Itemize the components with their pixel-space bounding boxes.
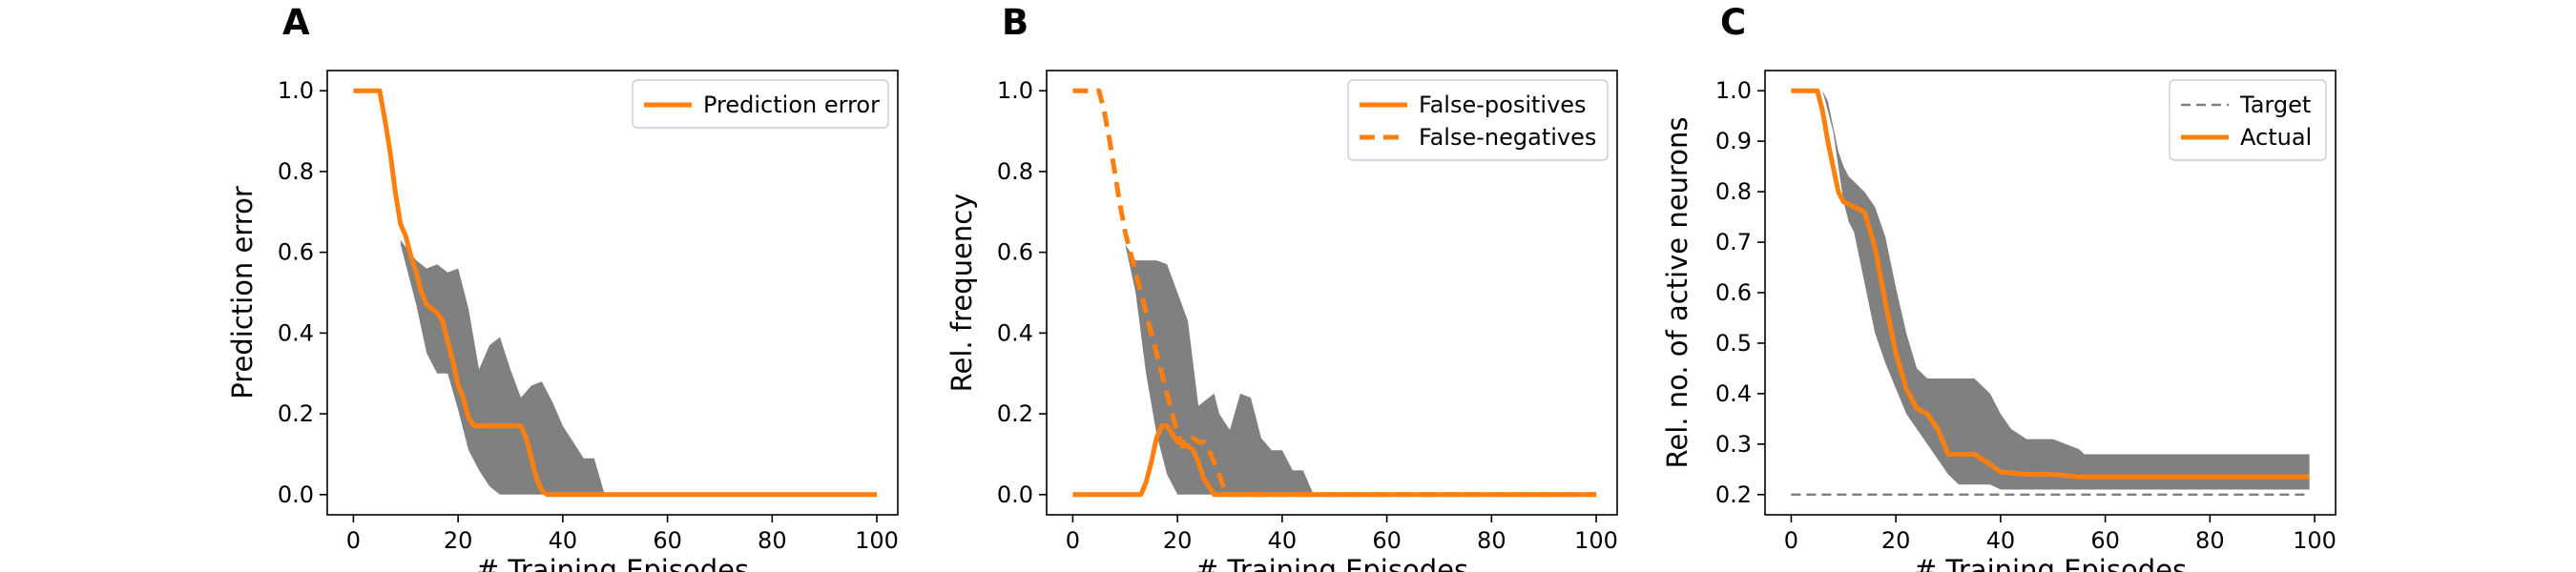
panel-c-frame bbox=[1764, 70, 2337, 516]
panel-a-series-prediction-error bbox=[353, 88, 878, 498]
panel-b-xtick-label: 100 bbox=[1574, 527, 1618, 554]
panel-letter-c: C bbox=[1720, 2, 1746, 43]
panel-a-xtick-label: 40 bbox=[549, 527, 578, 554]
panel-b-xtick-label: 60 bbox=[1372, 527, 1402, 554]
panel-a-legend-box bbox=[632, 79, 889, 129]
panel-a-ytick-label: 0.0 bbox=[278, 481, 314, 508]
panel-a-ytick-label: 0.8 bbox=[278, 158, 314, 185]
panel-c-ylabel: Rel. no. of active neurons bbox=[1661, 117, 1693, 469]
panel-b-xtick-label: 20 bbox=[1163, 527, 1193, 554]
panel-a-legend-label-prediction-error: Prediction error bbox=[703, 92, 880, 118]
panel-a-xlabel: # Training Episodes bbox=[476, 554, 749, 572]
panel-a: A 0 20 40 60 80 100 0.0 0.2 0.4 0.6 0.8 1.0 Predict… bbox=[226, 2, 899, 572]
panel-c-variance-band bbox=[1822, 91, 2310, 490]
panel-b-series-false-positives bbox=[1072, 423, 1597, 498]
panel-a-legend: Prediction error bbox=[632, 79, 889, 129]
panel-b-legend: False-positives False-negatives bbox=[1347, 79, 1609, 161]
panel-b-xtick-label: 0 bbox=[1066, 527, 1080, 554]
panel-a-ylabel: Prediction error bbox=[226, 186, 259, 399]
panel-a-xtick-label: 80 bbox=[758, 527, 787, 554]
panel-b-lines bbox=[1072, 88, 1597, 498]
panel-b-ytick-label: 0.4 bbox=[997, 319, 1033, 346]
panel-b-legend-box bbox=[1347, 79, 1609, 161]
panel-c-xtick-label: 0 bbox=[1784, 527, 1798, 554]
panel-b-xlabel: # Training Episodes bbox=[1195, 554, 1468, 572]
panel-c-series-actual bbox=[1791, 88, 2310, 480]
panel-b-xtick-label: 40 bbox=[1268, 527, 1298, 554]
panel-a-xtick-label: 100 bbox=[855, 527, 899, 554]
panel-a-ytick-label: 0.2 bbox=[278, 400, 314, 427]
panel-a-ticks: 0 20 40 60 80 100 0.0 0.2 0.4 0.6 0.8 1.0 bbox=[278, 77, 899, 554]
panel-c-ytick-label: 0.8 bbox=[1715, 178, 1752, 205]
panel-a-frame bbox=[326, 70, 899, 516]
panel-c-xlabel: # Training Episodes bbox=[1914, 554, 2187, 572]
panel-c-xtick-label: 40 bbox=[1986, 527, 2016, 554]
panel-c-lines bbox=[1791, 88, 2310, 496]
panel-b-legend-label-false-negatives: False-negatives bbox=[1419, 124, 1596, 151]
panel-b-ytick-label: 1.0 bbox=[997, 77, 1033, 104]
panel-b-ytick-label: 0.0 bbox=[997, 481, 1033, 508]
panel-b-ticks: 0 20 40 60 80 100 0.0 0.2 0.4 0.6 0.8 1.0 bbox=[997, 77, 1618, 554]
panel-a-xtick-label: 20 bbox=[444, 527, 473, 554]
panel-c-legend-label-actual: Actual bbox=[2240, 124, 2312, 151]
panel-c-ytick-label: 0.2 bbox=[1715, 481, 1752, 508]
panel-c: C 0 20 40 60 80 100 0.2 0.3 0.4 0.5 0.6 0.7 0.8 0.9 1.… bbox=[1661, 2, 2337, 572]
panel-c-ytick-label: 0.3 bbox=[1715, 431, 1752, 458]
panel-b-ytick-label: 0.2 bbox=[997, 400, 1033, 427]
panel-c-xtick-label: 80 bbox=[2195, 527, 2225, 554]
panel-a-xtick-label: 60 bbox=[653, 527, 682, 554]
panel-a-ytick-label: 0.6 bbox=[278, 239, 314, 266]
panel-a-band bbox=[400, 239, 605, 495]
panel-c-xtick-label: 100 bbox=[2293, 527, 2337, 554]
panel-c-xtick-label: 60 bbox=[2090, 527, 2120, 554]
panel-a-ytick-label: 0.4 bbox=[278, 319, 314, 346]
panel-a-ytick-label: 1.0 bbox=[278, 77, 314, 104]
panel-c-ytick-label: 0.5 bbox=[1715, 330, 1752, 357]
panel-b-ytick-label: 0.8 bbox=[997, 158, 1033, 185]
panel-a-lines bbox=[353, 88, 878, 498]
panel-c-legend-label-target: Target bbox=[2239, 92, 2311, 118]
panel-b: B 0 20 40 60 80 100 0.0 0.2 0.4 0.6 0.8 1.0 False-p… bbox=[945, 2, 1618, 572]
panel-c-ytick-label: 0.6 bbox=[1715, 279, 1752, 306]
panel-a-xtick-label: 0 bbox=[346, 527, 361, 554]
panel-b-xtick-label: 80 bbox=[1477, 527, 1506, 554]
panel-c-xtick-label: 20 bbox=[1881, 527, 1911, 554]
panel-a-variance-band bbox=[400, 239, 605, 495]
panel-c-ytick-label: 1.0 bbox=[1715, 77, 1752, 104]
panel-c-ytick-label: 0.4 bbox=[1715, 380, 1752, 407]
panel-b-ytick-label: 0.6 bbox=[997, 239, 1033, 266]
panel-c-legend: Target Actual bbox=[2169, 79, 2327, 161]
panel-c-band bbox=[1822, 91, 2310, 490]
panel-b-legend-label-false-positives: False-positives bbox=[1419, 92, 1587, 118]
panel-c-ytick-label: 0.7 bbox=[1715, 229, 1752, 255]
panel-b-series-false-negatives bbox=[1072, 88, 1597, 498]
panel-c-ytick-label: 0.9 bbox=[1715, 128, 1752, 154]
panel-letter-a: A bbox=[282, 2, 310, 43]
panel-b-ylabel: Rel. frequency bbox=[945, 194, 978, 393]
panel-c-legend-box bbox=[2169, 79, 2327, 161]
panel-b-frame bbox=[1046, 70, 1618, 516]
panel-letter-b: B bbox=[1002, 2, 1028, 43]
panel-c-ticks: 0 20 40 60 80 100 0.2 0.3 0.4 0.5 0.6 0.7 0.8 0.9 1.0 bbox=[1715, 77, 2337, 554]
